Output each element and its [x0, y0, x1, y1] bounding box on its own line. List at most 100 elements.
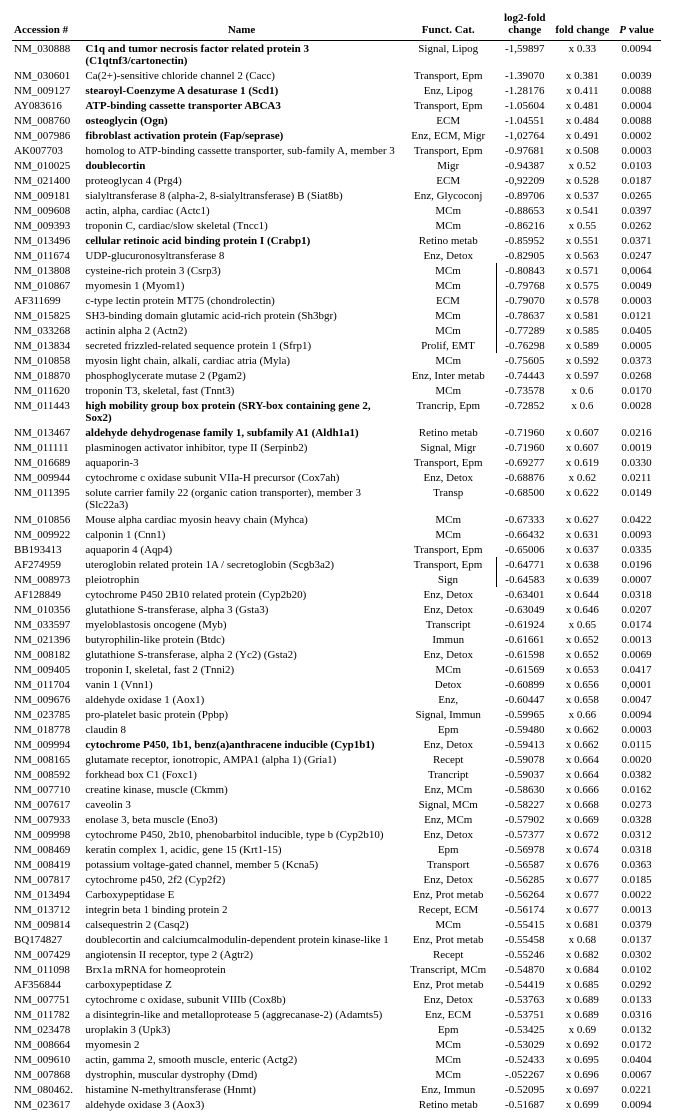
cell-log2: -0.64583	[497, 572, 553, 587]
cell-pval: 0.0067	[612, 1067, 661, 1082]
cell-fold: x 0.674	[553, 842, 612, 857]
cell-log2: -0.67333	[497, 512, 553, 527]
cell-accession: NM_010867	[12, 278, 83, 293]
cell-funct-cat: Sign	[400, 572, 497, 587]
cell-funct-cat: Enz, Detox	[400, 992, 497, 1007]
table-row: NM_007429angiotensin II receptor, type 2…	[12, 947, 661, 962]
col-fold: fold change	[553, 8, 612, 41]
cell-log2: -0.61569	[497, 662, 553, 677]
cell-accession: NM_009405	[12, 662, 83, 677]
col-pval: P value	[612, 8, 661, 41]
cell-pval: 0.0049	[612, 278, 661, 293]
cell-fold: x 0.681	[553, 917, 612, 932]
table-row: NM_009944cytochrome c oxidase subunit VI…	[12, 470, 661, 485]
cell-log2: -0.69277	[497, 455, 553, 470]
table-row: NM_080462.histamine N-methyltransferase …	[12, 1082, 661, 1097]
cell-log2: -0.52095	[497, 1082, 553, 1097]
cell-fold: x 0.638	[553, 557, 612, 572]
cell-log2: -0.65006	[497, 542, 553, 557]
cell-fold: x 0.592	[553, 353, 612, 368]
cell-fold: x 0.589	[553, 338, 612, 353]
cell-fold: x 0.664	[553, 752, 612, 767]
table-row: NM_009405troponin I, skeletal, fast 2 (T…	[12, 662, 661, 677]
cell-log2: -0.53029	[497, 1037, 553, 1052]
cell-log2: -0.64771	[497, 557, 553, 572]
cell-log2: -0.63049	[497, 602, 553, 617]
cell-accession: NM_018778	[12, 722, 83, 737]
cell-pval: 0.0103	[612, 158, 661, 173]
table-row: NM_010858myosin light chain, alkali, car…	[12, 353, 661, 368]
cell-accession: NM_009922	[12, 527, 83, 542]
cell-log2: -0.51687	[497, 1097, 553, 1112]
cell-accession: NM_080462.	[12, 1082, 83, 1097]
table-row: NM_008592forkhead box C1 (Foxc1)Trancrip…	[12, 767, 661, 782]
cell-accession: NM_023617	[12, 1097, 83, 1112]
cell-fold: x 0.696	[553, 1067, 612, 1082]
cell-accession: NM_008469	[12, 842, 83, 857]
cell-fold: x 0.676	[553, 857, 612, 872]
cell-log2: -0.68500	[497, 485, 553, 512]
cell-log2: -0.88653	[497, 203, 553, 218]
cell-fold: x 0.689	[553, 1007, 612, 1022]
cell-funct-cat: MCm	[400, 917, 497, 932]
cell-accession: NM_016689	[12, 455, 83, 470]
cell-funct-cat: ECM	[400, 173, 497, 188]
cell-accession: NM_010858	[12, 353, 83, 368]
cell-log2: -1.04551	[497, 113, 553, 128]
cell-funct-cat: Recept	[400, 752, 497, 767]
cell-fold: x 0.619	[553, 455, 612, 470]
table-row: NM_021400proteoglycan 4 (Prg4)ECM-0,9220…	[12, 173, 661, 188]
table-row: NM_007817cytochrome p450, 2f2 (Cyp2f2)En…	[12, 872, 661, 887]
col-funct-cat: Funct. Cat.	[400, 8, 497, 41]
cell-log2: -0.59480	[497, 722, 553, 737]
cell-funct-cat: MCm	[400, 323, 497, 338]
table-row: NM_008165glutamate receptor, ionotropic,…	[12, 752, 661, 767]
cell-pval: 0.0422	[612, 512, 661, 527]
cell-accession: AF311699	[12, 293, 83, 308]
cell-fold: x 0.684	[553, 962, 612, 977]
cell-accession: NM_011704	[12, 677, 83, 692]
cell-funct-cat: Enz, Detox	[400, 737, 497, 752]
cell-fold: x 0.575	[553, 278, 612, 293]
cell-fold: x 0.578	[553, 293, 612, 308]
cell-fold: x 0.607	[553, 440, 612, 455]
cell-fold: x 0.607	[553, 425, 612, 440]
cell-funct-cat: ECM	[400, 113, 497, 128]
table-row: NM_007933enolase 3, beta muscle (Eno3)En…	[12, 812, 661, 827]
cell-name: fibroblast activation protein (Fap/sepra…	[83, 128, 399, 143]
cell-name: myomesin 1 (Myom1)	[83, 278, 399, 293]
cell-log2: -0.85952	[497, 233, 553, 248]
cell-funct-cat: Enz, Prot metab	[400, 887, 497, 902]
cell-accession: NM_008973	[12, 572, 83, 587]
cell-accession: NM_013834	[12, 338, 83, 353]
cell-funct-cat: Transport	[400, 857, 497, 872]
cell-accession: NM_010856	[12, 512, 83, 527]
cell-funct-cat: Enz, Detox	[400, 248, 497, 263]
cell-accession: NM_008165	[12, 752, 83, 767]
cell-log2: -0.57377	[497, 827, 553, 842]
cell-fold: x 0.695	[553, 1052, 612, 1067]
cell-funct-cat: MCm	[400, 353, 497, 368]
cell-funct-cat: Enz, Prot metab	[400, 977, 497, 992]
table-row: NM_010356glutathione S-transferase, alph…	[12, 602, 661, 617]
cell-name: high mobility group box protein (SRY-box…	[83, 398, 399, 425]
table-row: BQ174827doublecortin and calciumcalmodul…	[12, 932, 661, 947]
cell-funct-cat: Transport, Epm	[400, 557, 497, 572]
cell-pval: 0.0196	[612, 557, 661, 572]
cell-log2: -0.53763	[497, 992, 553, 1007]
cell-accession: NM_007933	[12, 812, 83, 827]
cell-accession: BB193413	[12, 542, 83, 557]
cell-name: stearoyl-Coenzyme A desaturase 1 (Scd1)	[83, 83, 399, 98]
cell-accession: NM_011098	[12, 962, 83, 977]
table-row: NM_009922calponin 1 (Cnn1)MCm-0.66432x 0…	[12, 527, 661, 542]
table-row: AY083616ATP-binding cassette transporter…	[12, 98, 661, 113]
cell-fold: x 0.685	[553, 977, 612, 992]
cell-pval: 0.0004	[612, 98, 661, 113]
cell-funct-cat: MCm	[400, 662, 497, 677]
cell-funct-cat: ECM	[400, 293, 497, 308]
cell-pval: 0.0174	[612, 617, 661, 632]
cell-accession: NM_013712	[12, 902, 83, 917]
cell-name: cellular retinoic acid binding protein I…	[83, 233, 399, 248]
cell-pval: 0.0137	[612, 932, 661, 947]
cell-funct-cat: Trancrip, Epm	[400, 398, 497, 425]
